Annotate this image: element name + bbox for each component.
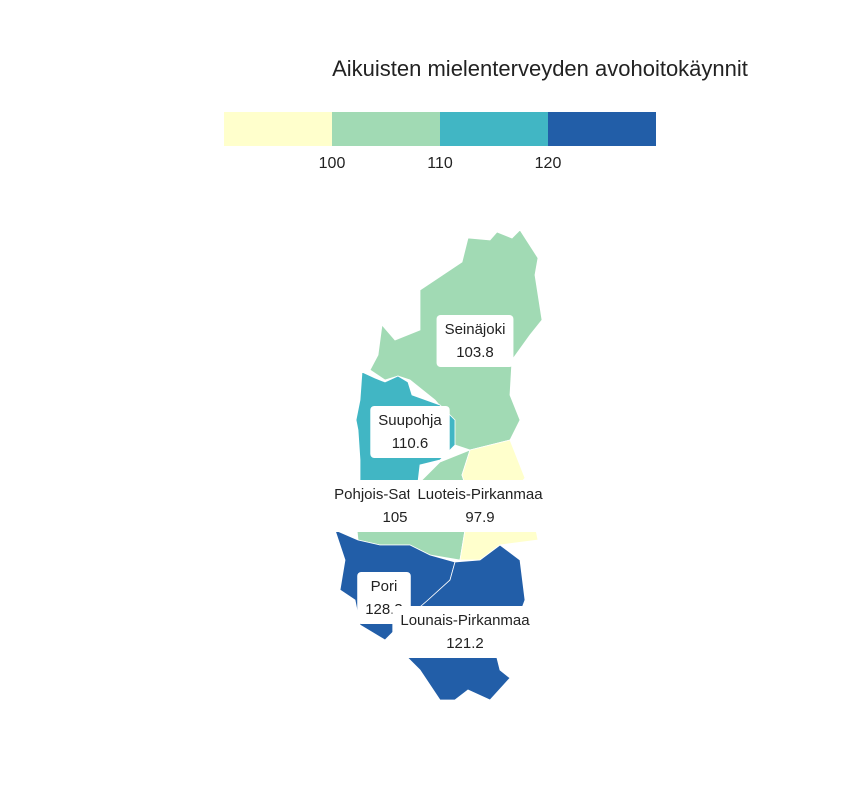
label-box [436, 315, 514, 367]
label-box [392, 606, 538, 658]
region-value: 103.8 [456, 344, 494, 361]
region-label: Luoteis-Pirkanmaa 97.9 [409, 480, 551, 532]
legend-swatch [332, 112, 440, 146]
region-name: Luoteis-Pirkanmaa [417, 486, 543, 503]
region-label: Suupohja 110.6 [370, 406, 450, 458]
legend-swatch [548, 112, 656, 146]
region-value: 97.9 [465, 509, 494, 526]
legend-tick-label: 110 [427, 155, 453, 172]
region-label: Seinäjoki 103.8 [436, 315, 514, 367]
region-name: Seinäjoki [445, 321, 506, 338]
legend-tick-label: 120 [535, 155, 562, 172]
region-label: Lounais-Pirkanmaa 121.2 [392, 606, 538, 658]
region-value: 121.2 [446, 635, 484, 652]
legend-swatch [224, 112, 332, 146]
region-value: 105 [382, 509, 407, 526]
legend: 100 110 120 [224, 112, 656, 172]
legend-tick-label: 100 [319, 155, 346, 172]
title: Aikuisten mielenterveyden avohoitokäynni… [332, 56, 748, 81]
region-name: Suupohja [378, 412, 442, 429]
legend-swatch [440, 112, 548, 146]
label-box [409, 480, 551, 532]
region-name: Lounais-Pirkanmaa [400, 612, 530, 629]
label-box [370, 406, 450, 458]
region-value: 110.6 [392, 435, 428, 452]
region-name: Pori [371, 578, 398, 595]
labels: Seinäjoki103.8Suupohja110.6Pohjois-Satak… [326, 315, 551, 658]
